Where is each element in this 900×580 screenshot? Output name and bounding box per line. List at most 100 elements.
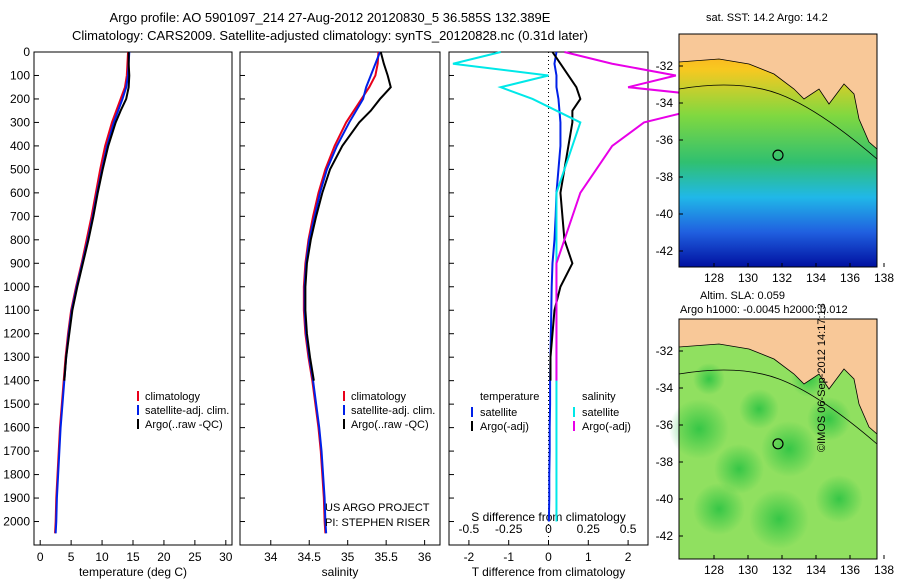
lon-tick-label: 130 xyxy=(738,563,758,577)
lat-tick-label: -32 xyxy=(656,59,674,73)
lat-tick-label: -40 xyxy=(656,207,674,221)
top-tick-label: -0.5 xyxy=(459,522,480,536)
lat-tick-label: -40 xyxy=(656,492,674,506)
sla-map: -32 -34 -36 -38 -40 -42 128 130 132 134 136 138 xyxy=(656,318,894,577)
y-tick-label: 600 xyxy=(10,186,30,200)
y-tick-label: 1900 xyxy=(3,491,30,505)
y-tick-label: 200 xyxy=(10,92,30,106)
y-tick-label: 800 xyxy=(10,233,30,247)
lon-tick-label: 136 xyxy=(840,271,860,285)
lat-tick-label: -34 xyxy=(656,96,674,110)
y-tick-label: 1500 xyxy=(3,397,30,411)
lat-tick-label: -42 xyxy=(656,244,674,258)
series-line-2 xyxy=(549,51,582,381)
y-tick-label: 0 xyxy=(23,45,30,59)
y-tick-label: 1800 xyxy=(3,468,30,482)
legend-group-label: temperature xyxy=(480,391,539,403)
legend-label: Argo(-adj) xyxy=(582,421,631,433)
top-tick-label: 0.5 xyxy=(620,522,637,536)
lon-tick-label: 134 xyxy=(806,563,826,577)
map-frame xyxy=(678,318,878,560)
legend-label: Argo(-adj) xyxy=(480,421,529,433)
chart-panel-1: 0 5 10 15 20 25 30 temperature (deg C) 0 100 200 30… xyxy=(3,45,233,579)
lon-tick-label: 136 xyxy=(840,563,860,577)
series-line-3 xyxy=(63,52,131,381)
x-tick-label: 36 xyxy=(418,550,432,564)
y-tick-label: 900 xyxy=(10,256,30,270)
legend-label: Argo(..raw -QC) xyxy=(145,419,223,431)
top-tick-label: -0.25 xyxy=(495,522,523,536)
plot-frame xyxy=(33,51,233,546)
legend-label: climatology xyxy=(351,391,407,403)
lon-tick-label: 132 xyxy=(772,271,792,285)
lon-tick-label: 138 xyxy=(874,271,894,285)
y-tick-label: 1400 xyxy=(3,374,30,388)
legend-label: Argo(..raw -QC) xyxy=(351,419,429,431)
x-tick-label: 0 xyxy=(37,550,44,564)
sla-anomaly xyxy=(749,489,809,549)
x-tick-label: 35.5 xyxy=(374,550,398,564)
chart-title-line1: Argo profile: AO 5901097_214 27-Aug-2012… xyxy=(109,10,551,25)
x-tick-label: 34 xyxy=(264,550,278,564)
sla-anomaly xyxy=(669,399,729,459)
sla-anomaly xyxy=(761,421,817,477)
y-tick-label: 400 xyxy=(10,139,30,153)
x-axis-label: temperature (deg C) xyxy=(79,565,187,579)
x-axis-label: salinity xyxy=(322,565,359,579)
coastline xyxy=(678,318,878,435)
project-note: US ARGO PROJECT xyxy=(325,502,430,514)
x-tick-label: 30 xyxy=(219,550,233,564)
x-tick-label: 35 xyxy=(341,550,355,564)
lon-tick-label: 130 xyxy=(738,271,758,285)
y-tick-label: 1700 xyxy=(3,444,30,458)
y-tick-label: 300 xyxy=(10,115,30,129)
lon-tick-label: 138 xyxy=(874,563,894,577)
y-tick-label: 1200 xyxy=(3,327,30,341)
series-line-4 xyxy=(555,51,740,381)
y-tick-label: 1300 xyxy=(3,350,30,364)
sla-anomaly xyxy=(807,397,851,441)
sla-anomaly xyxy=(739,389,779,429)
lon-tick-label: 132 xyxy=(772,563,792,577)
y-tick-label: 100 xyxy=(10,68,30,82)
x-tick-label: 10 xyxy=(95,550,109,564)
top-tick-label: 0.25 xyxy=(577,522,601,536)
x-tick-label: 0 xyxy=(545,550,552,564)
series-line-3 xyxy=(304,51,392,381)
sst-map-title: sat. SST: 14.2 Argo: 14.2 xyxy=(706,12,828,24)
plot-frame xyxy=(239,51,441,546)
y-tick-label: 500 xyxy=(10,162,30,176)
x-tick-label: 25 xyxy=(188,550,202,564)
y-tick-label: 1600 xyxy=(3,421,30,435)
sla-map-title: Altim. SLA: 0.059 xyxy=(700,290,785,302)
top-tick-label: 0 xyxy=(545,522,552,536)
legend-group-label: salinity xyxy=(582,391,616,403)
lon-tick-label: 128 xyxy=(704,563,724,577)
legend-label: satellite-adj. clim. xyxy=(351,405,435,417)
x-tick-label: 20 xyxy=(157,550,171,564)
x-tick-label: 5 xyxy=(68,550,75,564)
argo-position-marker xyxy=(772,438,784,450)
chart-panel-2: 34 34.5 35 35.5 36 salinity climatology satelli… xyxy=(239,51,441,579)
sla-map-subtitle: Argo h1000: -0.0045 h2000: 0.012 xyxy=(680,304,848,316)
sla-anomaly xyxy=(693,363,725,395)
contour-line xyxy=(678,84,878,160)
lat-tick-label: -34 xyxy=(656,381,674,395)
x-tick-label: 15 xyxy=(126,550,140,564)
legend-label: satellite xyxy=(480,407,517,419)
x-tick-label: -1 xyxy=(503,550,514,564)
map-frame xyxy=(678,33,878,268)
y-tick-label: 700 xyxy=(10,209,30,223)
legend-label: satellite-adj. clim. xyxy=(145,405,229,417)
series-line-1 xyxy=(547,51,562,522)
x-tick-label: 1 xyxy=(585,550,592,564)
chart-panel-3: -2 -1 0 1 2T difference from climatology -0.5… xyxy=(448,51,740,579)
sla-anomaly xyxy=(693,483,745,535)
lon-tick-label: 128 xyxy=(704,271,724,285)
legend-label: satellite xyxy=(582,407,619,419)
imos-credit: ©IMOS 06-Sep-2012 14:17:13 xyxy=(816,303,828,452)
lat-tick-label: -38 xyxy=(656,455,674,469)
lon-tick-label: 134 xyxy=(806,271,826,285)
contour-line xyxy=(678,369,878,445)
x-tick-label: 34.5 xyxy=(298,550,322,564)
